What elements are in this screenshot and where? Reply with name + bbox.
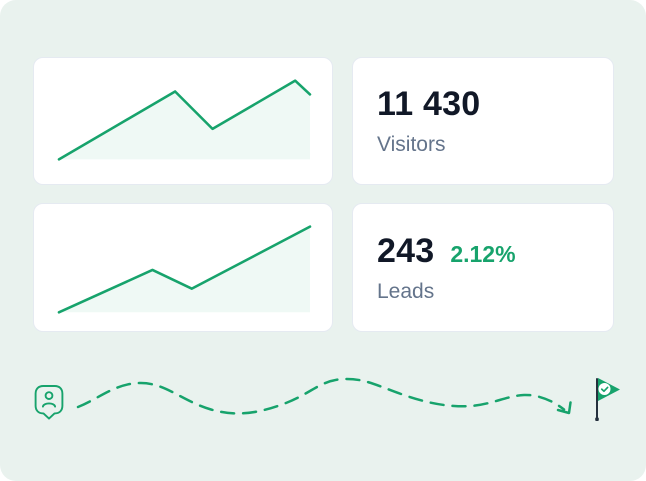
leads-stat-card: 243 2.12% Leads xyxy=(352,203,614,332)
leads-chart-card xyxy=(33,203,333,332)
visitors-value-row: 11 430 xyxy=(377,87,613,121)
leads-sparkline-chart xyxy=(57,225,312,314)
user-badge-icon xyxy=(34,385,64,420)
journey-dashed-path xyxy=(76,377,566,415)
journey-arrowhead-icon xyxy=(556,401,572,415)
visitors-label: Visitors xyxy=(377,133,446,156)
visitors-stat-card: 11 430 Visitors xyxy=(352,57,614,185)
leads-value-row: 243 2.12% xyxy=(377,234,613,268)
visitors-count: 11 430 xyxy=(377,85,481,123)
leads-label: Leads xyxy=(377,279,435,303)
goal-flag-icon xyxy=(595,378,620,421)
leads-conversion-rate: 2.12% xyxy=(450,240,516,267)
leads-count: 243 xyxy=(377,231,435,270)
visitors-chart-card xyxy=(33,57,333,185)
visitors-sparkline-chart xyxy=(57,79,312,161)
